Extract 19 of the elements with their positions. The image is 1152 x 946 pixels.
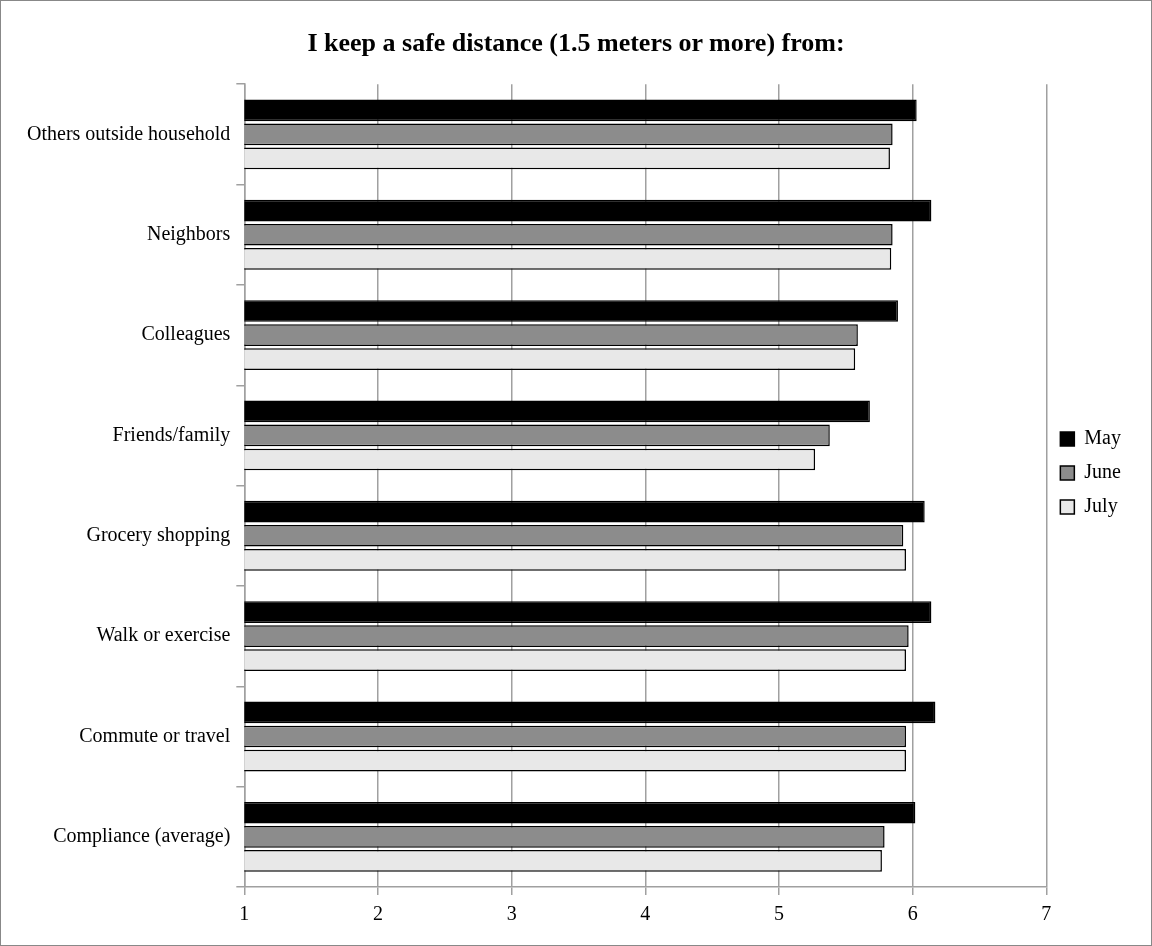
legend-label: June — [1084, 460, 1122, 483]
y-tick-label: Walk or exercise — [96, 623, 231, 646]
x-tick-label: 2 — [372, 902, 383, 925]
legend-label: May — [1084, 426, 1122, 450]
y-tick-label: Friends/family — [112, 422, 231, 446]
x-tick-label: 4 — [640, 902, 651, 925]
y-tick-label: Commute or travel — [79, 723, 231, 746]
chart-title: I keep a safe distance (1.5 meters or more) from: — [307, 28, 845, 58]
legend-label: July — [1084, 494, 1118, 518]
x-tick-label: 6 — [907, 902, 918, 925]
x-tick-label: 5 — [774, 902, 784, 925]
y-tick-label: Others outside household — [27, 121, 231, 144]
x-tick-label: 3 — [506, 902, 517, 925]
y-tick-label: Neighbors — [146, 221, 231, 245]
y-tick-label: Compliance (average) — [53, 824, 231, 848]
x-tick-label: 1 — [239, 902, 250, 925]
y-tick-label: Grocery shopping — [86, 523, 231, 547]
x-tick-label: 7 — [1041, 902, 1052, 925]
y-tick-label: Colleagues — [141, 322, 231, 346]
